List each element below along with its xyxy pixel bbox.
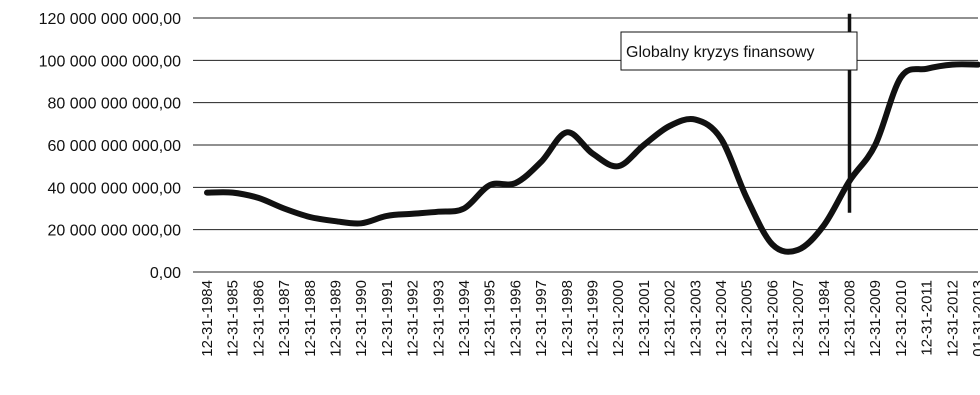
series-layer — [207, 64, 978, 251]
x-tick-label: 12-31-2005 — [739, 280, 756, 357]
x-tick-label: 12-31-1987 — [276, 280, 293, 357]
x-tick-label: 12-31-2009 — [867, 280, 884, 357]
x-axis-tick-labels: 12-31-1984 12-31-1985 12-31-1986 12-31-1987… — [199, 280, 980, 357]
x-tick-label: 12-31-2010 — [893, 280, 910, 357]
x-tick-label: 12-31-2012 — [944, 280, 961, 357]
x-tick-label: 12-31-1988 — [302, 280, 319, 357]
x-tick-label: 12-31-2000 — [610, 280, 627, 357]
x-tick-label: 12-31-1984 — [816, 280, 833, 357]
x-tick-label: 12-31-1991 — [379, 280, 396, 357]
x-tick-label: 12-31-2003 — [687, 280, 704, 357]
x-tick-label: 12-31-1993 — [430, 280, 447, 357]
x-tick-label: 12-31-1999 — [585, 280, 602, 357]
x-tick-label: 12-31-1985 — [225, 280, 242, 357]
annotation-label: Globalny kryzys finansowy — [626, 44, 815, 61]
y-tick-label: 60 000 000 000,00 — [48, 138, 182, 155]
x-tick-label: 12-31-2002 — [662, 280, 679, 357]
y-axis-tick-labels: 0,00 20 000 000 000,00 40 000 000 000,00 60… — [39, 11, 181, 282]
x-tick-label: 12-31-2011 — [919, 280, 936, 356]
series-line-0 — [207, 64, 978, 251]
x-tick-label: 12-31-1986 — [250, 280, 267, 357]
x-tick-label: 12-31-1992 — [405, 280, 422, 357]
y-tick-label: 0,00 — [150, 265, 181, 282]
x-tick-label: 12-31-1996 — [507, 280, 524, 357]
x-tick-label: 12-31-1995 — [482, 280, 499, 357]
x-tick-label: 12-31-2006 — [764, 280, 781, 357]
x-tick-label: 12-31-1989 — [328, 280, 345, 357]
x-tick-label: 12-31-2001 — [636, 280, 653, 357]
x-tick-label: 12-31-1997 — [533, 280, 550, 357]
y-tick-label: 80 000 000 000,00 — [48, 96, 182, 113]
x-tick-label: 12-31-2007 — [790, 280, 807, 357]
x-tick-label: 12-31-1984 — [199, 280, 216, 357]
x-tick-label: 12-31-2008 — [842, 280, 859, 357]
y-tick-label: 100 000 000 000,00 — [39, 53, 181, 70]
x-tick-label: 01-31-2013 — [970, 280, 980, 357]
y-tick-label: 120 000 000 000,00 — [39, 11, 181, 28]
x-tick-label: 12-31-2004 — [713, 280, 730, 357]
x-tick-label: 12-31-1994 — [456, 280, 473, 357]
y-tick-label: 20 000 000 000,00 — [48, 223, 182, 240]
x-tick-label: 12-31-1990 — [353, 280, 370, 357]
y-tick-label: 40 000 000 000,00 — [48, 180, 182, 197]
x-tick-label: 12-31-1998 — [559, 280, 576, 357]
